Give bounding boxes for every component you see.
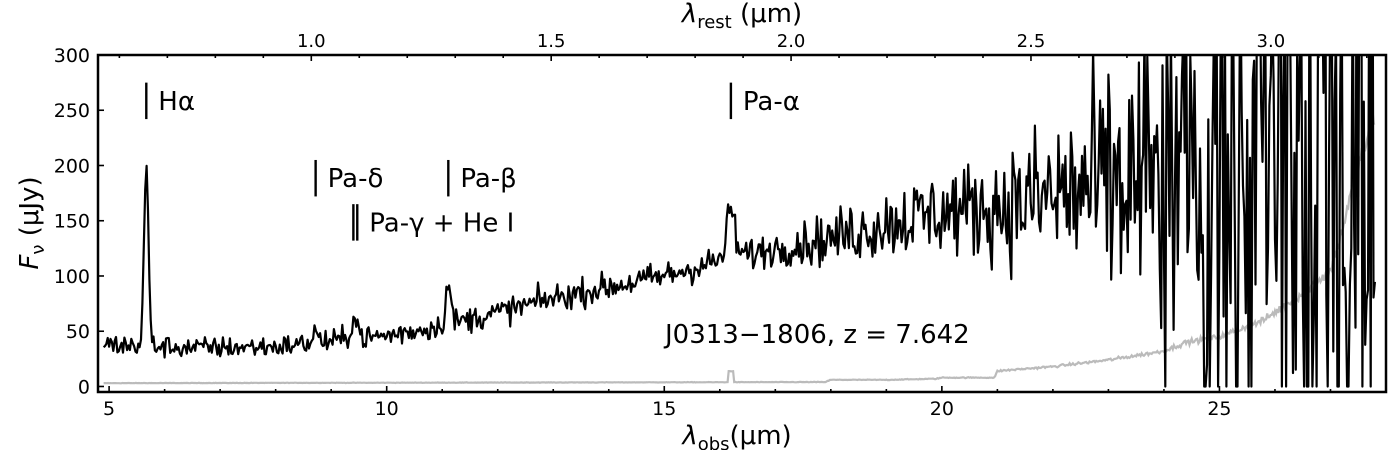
- y-tick-label: 200: [54, 155, 90, 177]
- y-axis-title: Fν (μJy): [15, 176, 49, 269]
- line-label: Pa-β: [460, 164, 516, 194]
- line-label: Pa-α: [743, 87, 800, 117]
- line-label: Pa-δ: [328, 164, 384, 194]
- y-tick-label: 0: [78, 376, 90, 398]
- y-tick-label: 300: [54, 45, 90, 67]
- y-tick-label: 150: [54, 211, 90, 233]
- x2-axis-title: λrest (μm): [680, 0, 802, 33]
- x2-tick-label: 1.0: [297, 31, 326, 52]
- x-axis-title: λobs(μm): [680, 421, 791, 450]
- y-tick-label: 250: [54, 100, 90, 122]
- x-tick-label: 10: [375, 398, 399, 420]
- x2-tick-label: 3.0: [1257, 31, 1286, 52]
- x-tick-label: 25: [1207, 398, 1231, 420]
- annotation-layer: Hα Pa-δ Pa-β Pa-γ + He I Pa-α: [145, 82, 800, 241]
- y-tick-label: 50: [66, 321, 90, 343]
- series-layer: [102, 55, 1376, 388]
- error-spectrum-line: [103, 112, 1376, 385]
- plot-frame: [96, 53, 1388, 394]
- y-tick-label: 100: [54, 266, 90, 288]
- x2-tick-label: 2.5: [1017, 31, 1046, 52]
- line-label: Hα: [158, 87, 195, 117]
- x2-tick-label: 2.0: [777, 31, 806, 52]
- line-label: Pa-γ + He I: [369, 208, 514, 238]
- x-tick-label: 5: [103, 398, 115, 420]
- object-label: J0313−1806, z = 7.642: [663, 320, 970, 350]
- x2-tick-label: 1.5: [537, 31, 566, 52]
- flux-spectrum-line: [102, 55, 1376, 388]
- x-tick-label: 20: [930, 398, 954, 420]
- x-tick-label: 15: [652, 398, 676, 420]
